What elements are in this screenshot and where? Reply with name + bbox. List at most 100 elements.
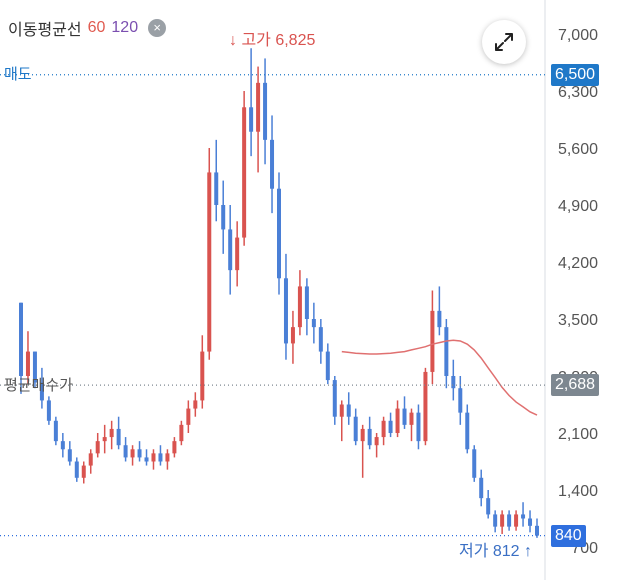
candle-body: [144, 457, 149, 462]
candle-body: [179, 424, 184, 442]
candle-body: [228, 229, 233, 271]
candle-body: [521, 514, 526, 519]
candle-body: [486, 498, 491, 515]
candle-body: [283, 278, 288, 344]
moving-average-legend: 이동평균선 60 120 ×: [8, 16, 167, 40]
candle-body: [353, 416, 358, 442]
candle-body: [46, 400, 51, 421]
candle-body: [437, 310, 442, 328]
y-axis: 7,0006,3005,6004,9004,2003,5002,8002,100…: [544, 0, 598, 580]
candle-body: [360, 428, 365, 442]
candle-body: [242, 107, 247, 238]
candle-body: [339, 404, 344, 417]
up-arrow-icon: ↑: [524, 543, 533, 560]
low-price-annotation: 저가 812 ↑: [459, 537, 532, 561]
candle-body: [528, 518, 533, 526]
candle-body: [186, 408, 191, 425]
candle-body: [297, 286, 302, 328]
candle-body: [200, 351, 205, 401]
candle-body: [67, 449, 72, 462]
y-tick-label: 6,300: [558, 84, 598, 101]
candle-body: [367, 428, 372, 446]
candle-body: [472, 449, 477, 478]
candle-body: [151, 453, 156, 462]
candle-body: [102, 437, 107, 442]
y-tick-label: 4,200: [558, 255, 598, 272]
candlestick-series: [19, 48, 539, 538]
low-price-text: 저가 812: [459, 543, 520, 560]
candle-body: [388, 420, 393, 433]
candle-body: [60, 441, 65, 450]
candle-body: [535, 525, 539, 536]
candle-body: [235, 237, 240, 271]
candle-body: [500, 514, 505, 527]
candle-body: [130, 449, 135, 458]
current-price-tag: 840: [551, 524, 586, 547]
sell-price-tag: 6,500: [551, 63, 600, 86]
y-tick-label: 2,100: [558, 426, 598, 443]
candle-body: [81, 465, 86, 478]
candle-body: [381, 420, 386, 438]
legend-ma-short: 60: [87, 19, 106, 36]
candle-body: [409, 412, 414, 425]
candle-body: [304, 286, 309, 319]
candle-body: [311, 319, 316, 328]
high-price-annotation: ↓ 고가 6,825: [229, 26, 315, 50]
candle-body: [39, 382, 44, 401]
candle-body: [514, 514, 519, 527]
candle-body: [270, 139, 275, 189]
candle-body: [479, 477, 484, 499]
candle-body: [325, 351, 330, 381]
candle-body: [109, 428, 114, 438]
legend-ma-long: 120: [111, 19, 139, 36]
expand-button[interactable]: [482, 20, 526, 64]
expand-arrows-icon: [495, 33, 513, 51]
candle-body: [395, 408, 400, 433]
candle-body: [88, 453, 93, 466]
candle-body: [374, 437, 379, 446]
candle-body: [19, 302, 23, 376]
y-tick-label: 5,600: [558, 141, 598, 158]
candle-body: [116, 428, 121, 446]
candle-body: [430, 310, 435, 372]
candle-body: [332, 380, 337, 417]
sell-line-label: 매도: [4, 66, 32, 83]
avg-price-tag: 2,688: [551, 374, 600, 397]
candle-body: [165, 453, 170, 462]
high-price-text: 고가 6,825: [241, 32, 316, 49]
candle-body: [172, 441, 177, 454]
candle-body: [32, 351, 37, 383]
candle-body: [263, 82, 268, 140]
candle-body: [214, 172, 219, 205]
moving-average-line: [341, 339, 538, 416]
candle-body: [423, 371, 428, 442]
candle-body: [137, 449, 142, 458]
candle-body: [256, 82, 261, 132]
candle-body: [451, 376, 456, 389]
candle-body: [123, 445, 128, 458]
candle-body: [458, 388, 463, 413]
ma-60-line: [341, 339, 538, 416]
reference-lines: [0, 74, 545, 537]
candle-body: [158, 453, 163, 462]
candle-body: [53, 420, 58, 442]
candle-body: [507, 514, 512, 527]
y-tick-label: 4,900: [558, 198, 598, 215]
candle-body: [318, 327, 323, 352]
avg-price-line-label: 평균매수가: [4, 377, 74, 394]
candle-body: [346, 404, 351, 417]
y-tick-label: 3,500: [558, 312, 598, 329]
candle-body: [416, 412, 421, 442]
candle-body: [74, 461, 79, 478]
y-tick-label: 1,400: [558, 483, 598, 500]
legend-title: 이동평균선: [8, 22, 82, 39]
candle-body: [207, 172, 212, 352]
candle-body: [277, 188, 281, 279]
close-icon[interactable]: ×: [148, 19, 167, 37]
candle-body: [193, 400, 198, 409]
candle-body: [25, 351, 30, 376]
candle-body: [221, 205, 226, 230]
candle-body: [402, 408, 407, 425]
down-arrow-icon: ↓: [229, 32, 237, 49]
